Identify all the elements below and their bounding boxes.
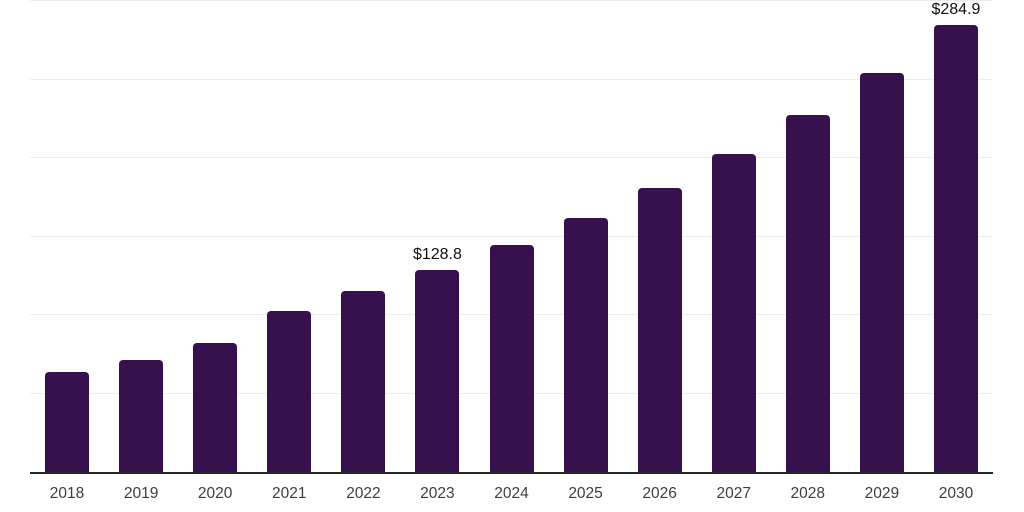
bar-2028 — [785, 115, 830, 472]
gridline-300 — [30, 0, 993, 1]
x-tick-2021: 2021 — [272, 485, 307, 502]
gridline-150 — [30, 235, 993, 237]
bar-2022 — [341, 291, 386, 472]
value-label-2023: $128.8 — [412, 245, 462, 263]
bar-2019 — [119, 359, 164, 472]
x-tick-2019: 2019 — [123, 485, 159, 502]
x-tick-2030: 2030 — [938, 485, 974, 502]
value-label-2030: $284.9 — [931, 0, 981, 18]
x-tick-2020: 2020 — [197, 485, 233, 502]
x-tick-2027: 2027 — [716, 485, 751, 502]
bar-2027 — [711, 153, 756, 472]
bar-2026 — [637, 187, 682, 472]
x-tick-2025: 2025 — [568, 485, 603, 502]
x-tick-2026: 2026 — [642, 485, 677, 502]
gridline-250 — [30, 78, 993, 80]
x-axis-line — [30, 472, 993, 474]
bar-2030 — [933, 24, 978, 472]
plot-area: $128.8 $284.9 — [30, 0, 993, 472]
x-axis-tick-labels: 2018 2019 2020 2021 2022 2023 2024 2025 2026 2027… — [30, 484, 993, 504]
bar-2021 — [267, 311, 312, 472]
bar-2024 — [489, 245, 534, 472]
x-tick-2022: 2022 — [346, 485, 381, 502]
x-tick-2029: 2029 — [864, 485, 900, 502]
bar-2023 — [415, 269, 460, 472]
gridline-200 — [30, 157, 993, 158]
bar-2018 — [45, 371, 90, 472]
x-tick-2028: 2028 — [790, 485, 826, 502]
x-tick-2018: 2018 — [49, 485, 85, 502]
bar-2025 — [563, 218, 608, 472]
x-tick-2023: 2023 — [420, 485, 455, 502]
x-tick-2024: 2024 — [494, 485, 529, 502]
bar-2029 — [859, 72, 904, 472]
bar-2020 — [193, 343, 238, 472]
